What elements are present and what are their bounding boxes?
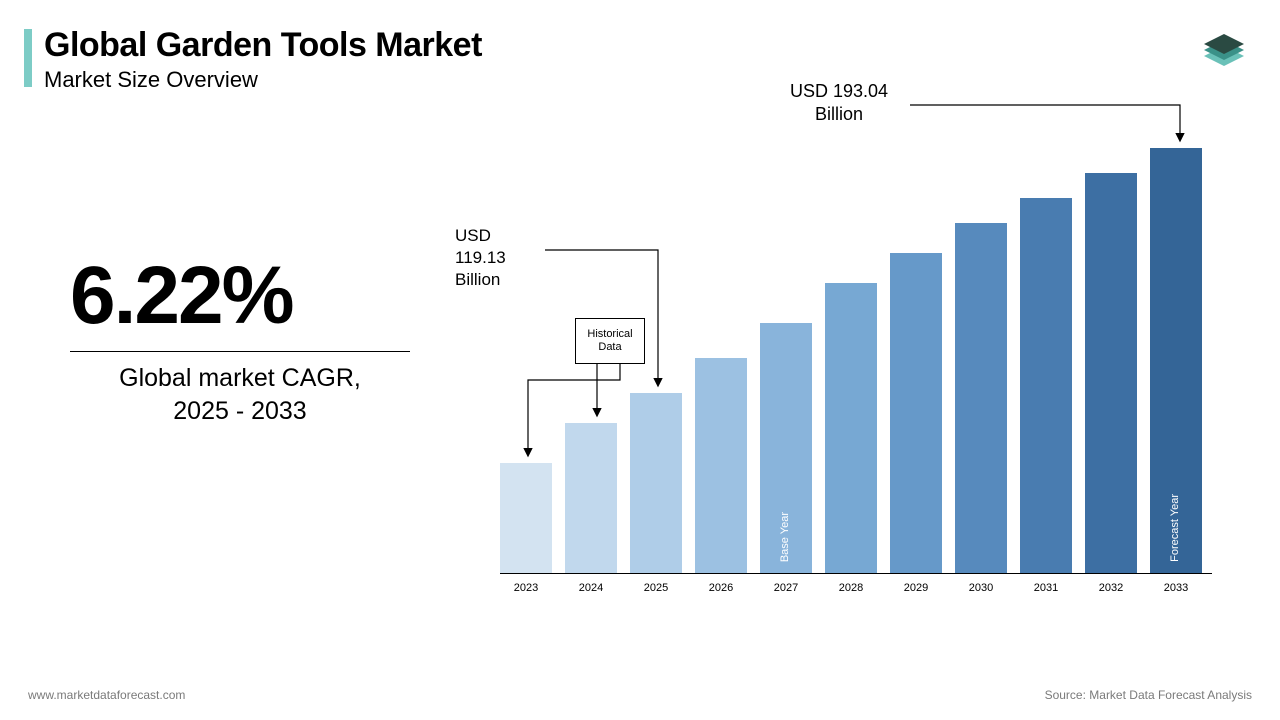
page-title: Global Garden Tools Market: [44, 26, 482, 65]
cagr-block: 6.22% Global market CAGR, 2025 - 2033: [70, 255, 420, 427]
chart-bar: [695, 358, 747, 573]
title-block: Global Garden Tools Market Market Size O…: [24, 26, 482, 93]
chart-bar: [825, 283, 877, 573]
forecast-year-label: Forecast Year: [1169, 494, 1181, 562]
chart-year-label: 2024: [565, 582, 617, 594]
chart-bar: [955, 223, 1007, 573]
chart-bar: [890, 253, 942, 573]
chart-bar: [1085, 173, 1137, 573]
chart-year-label: 2031: [1020, 582, 1072, 594]
brand-logo-icon: [1196, 20, 1252, 81]
chart-bar: [565, 423, 617, 573]
chart-bar: [630, 393, 682, 573]
chart-year-label: 2025: [630, 582, 682, 594]
cagr-label: Global market CAGR, 2025 - 2033: [70, 362, 410, 427]
chart-year-label: 2029: [890, 582, 942, 594]
bar-chart: 2023 2024 2025 2026 2027 Base Year 2028 2029 203…: [500, 130, 1240, 600]
chart-year-label: 2033: [1150, 582, 1202, 594]
cagr-value: 6.22%: [70, 255, 420, 337]
chart-year-label: 2032: [1085, 582, 1137, 594]
footer-url: www.marketdataforecast.com: [28, 688, 185, 702]
chart-baseline: [500, 573, 1212, 574]
accent-bar: [24, 29, 32, 87]
chart-bar: [1020, 198, 1072, 573]
divider: [70, 351, 410, 352]
footer-source: Source: Market Data Forecast Analysis: [1045, 688, 1252, 702]
callout-first-value: USD 119.13 Billion: [455, 225, 506, 291]
chart-year-label: 2028: [825, 582, 877, 594]
chart-year-label: 2030: [955, 582, 1007, 594]
base-year-label: Base Year: [779, 512, 791, 562]
chart-year-label: 2023: [500, 582, 552, 594]
callout-final-value: USD 193.04 Billion: [790, 80, 888, 127]
chart-year-label: 2027: [760, 582, 812, 594]
chart-year-label: 2026: [695, 582, 747, 594]
page-subtitle: Market Size Overview: [44, 67, 482, 93]
chart-bar: [500, 463, 552, 573]
